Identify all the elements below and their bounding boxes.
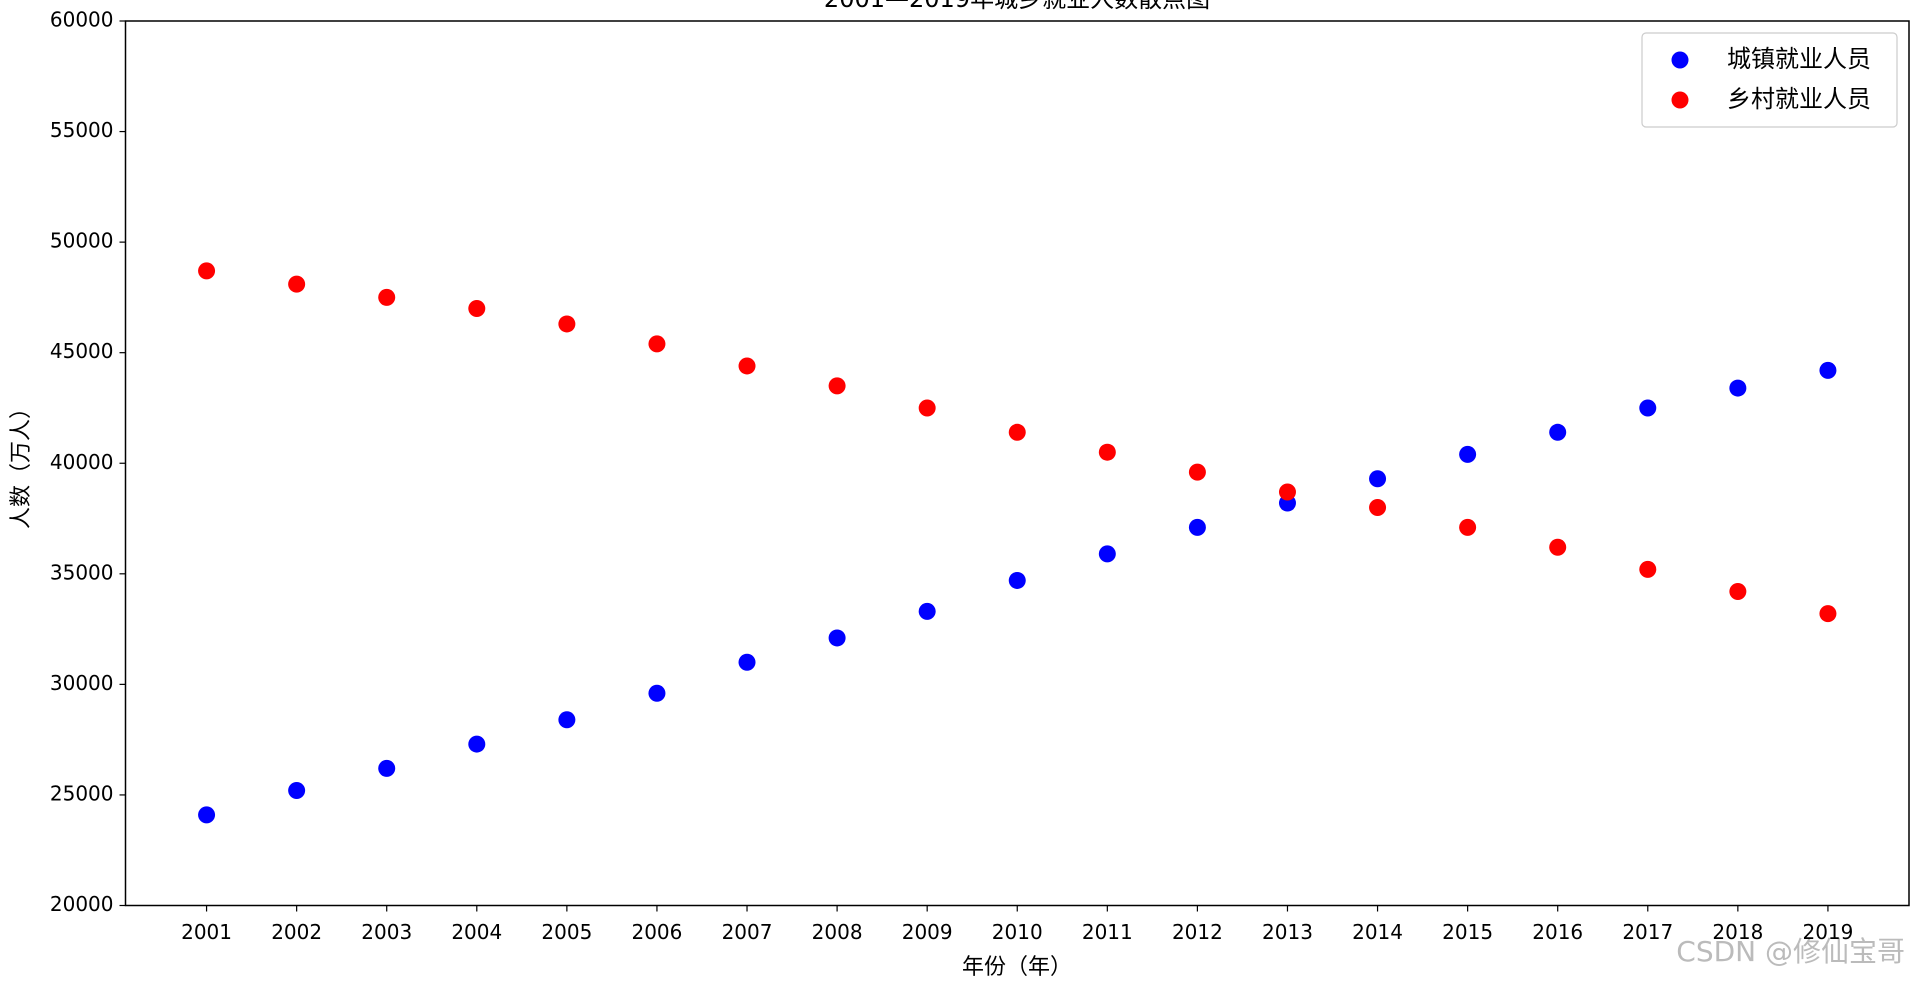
point <box>648 335 666 353</box>
point <box>1188 518 1206 536</box>
point <box>1369 498 1387 516</box>
point <box>1549 423 1567 441</box>
point <box>1729 379 1747 397</box>
y-tick-label: 60000 <box>50 8 114 32</box>
y-axis-label: 人数（万人） <box>9 397 34 529</box>
point <box>558 315 576 333</box>
point <box>1278 483 1296 501</box>
point <box>1459 445 1477 463</box>
x-tick-label: 2002 <box>271 920 322 944</box>
point <box>1188 463 1206 481</box>
watermark: CSDN @修仙宝哥 <box>1676 935 1905 968</box>
x-tick-label: 2013 <box>1262 920 1313 944</box>
point <box>1639 399 1657 417</box>
x-tick-label: 2015 <box>1442 920 1493 944</box>
legend-label: 乡村就业人员 <box>1727 85 1871 113</box>
point <box>918 399 936 417</box>
point <box>288 782 306 800</box>
y-tick-label: 50000 <box>50 229 114 253</box>
x-tick-label: 2010 <box>992 920 1043 944</box>
x-tick-label: 2001 <box>181 920 232 944</box>
point <box>1008 571 1026 589</box>
point <box>1098 443 1116 461</box>
x-tick-label: 2017 <box>1622 920 1673 944</box>
point <box>1549 538 1567 556</box>
legend-box <box>1641 32 1898 128</box>
point <box>828 629 846 647</box>
x-tick-label: 2019 <box>1802 920 1853 944</box>
y-tick-label: 40000 <box>50 450 114 474</box>
point <box>1459 518 1477 536</box>
legend-label: 城镇就业人员 <box>1727 45 1871 73</box>
x-tick-label: 2006 <box>631 920 682 944</box>
point <box>1819 605 1837 623</box>
point <box>468 299 486 317</box>
y-tick-label: 20000 <box>50 892 114 916</box>
x-tick-label: 2009 <box>902 920 953 944</box>
x-tick-label: 2018 <box>1712 920 1763 944</box>
point <box>198 806 216 824</box>
y-tick-label: 25000 <box>50 781 114 805</box>
x-tick-label: 2004 <box>451 920 502 944</box>
x-tick-label: 2008 <box>812 920 863 944</box>
x-tick-label: 2011 <box>1082 920 1133 944</box>
point <box>288 275 306 293</box>
point <box>378 288 396 306</box>
x-tick-label: 2007 <box>722 920 773 944</box>
point <box>828 377 846 395</box>
x-tick-label: 2005 <box>541 920 592 944</box>
y-tick-label: 45000 <box>50 339 114 363</box>
point <box>558 711 576 729</box>
point <box>1729 583 1747 601</box>
point <box>738 357 756 375</box>
point <box>648 684 666 702</box>
point <box>918 602 936 620</box>
chart-title: 2001—2019年城乡就业人数散点图 <box>824 0 1210 13</box>
point <box>378 759 396 777</box>
point <box>738 653 756 671</box>
legend-marker <box>1671 51 1689 69</box>
x-tick-label: 2003 <box>361 920 412 944</box>
legend-marker <box>1671 91 1689 109</box>
x-axis-label: 年份（年） <box>962 955 1072 980</box>
y-tick-label: 30000 <box>50 671 114 695</box>
point <box>468 735 486 753</box>
x-tick-label: 2012 <box>1172 920 1223 944</box>
x-tick-label: 2014 <box>1352 920 1403 944</box>
point <box>1369 470 1387 488</box>
point <box>1819 361 1837 379</box>
point <box>1008 423 1026 441</box>
x-tick-label: 2016 <box>1532 920 1583 944</box>
point <box>198 262 216 280</box>
point <box>1639 560 1657 578</box>
point <box>1098 545 1116 563</box>
y-tick-label: 35000 <box>50 560 114 584</box>
y-tick-label: 55000 <box>50 118 114 142</box>
